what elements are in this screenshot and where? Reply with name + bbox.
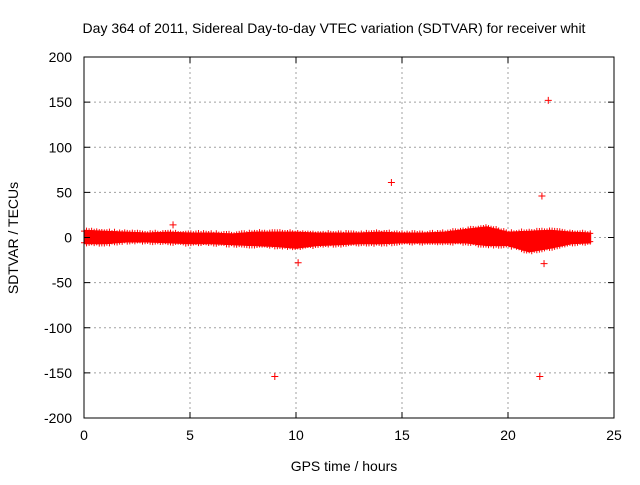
- data-point: [536, 372, 544, 380]
- y-tick-label: -150: [44, 365, 72, 381]
- x-tick-label: 20: [500, 427, 516, 443]
- y-tick-label: -50: [52, 275, 72, 291]
- x-tick-label: 15: [394, 427, 410, 443]
- data-point: [271, 372, 279, 380]
- y-tick-label: -100: [44, 320, 72, 336]
- axis-ticks: 0 5 10 15 20 25 -200 -150 -100 -50 0 50 100 150 200: [44, 49, 622, 443]
- data-point: [544, 96, 552, 104]
- data-point: [169, 221, 177, 229]
- x-tick-label: 5: [186, 427, 194, 443]
- data-point: [540, 260, 548, 268]
- y-tick-label: -200: [44, 410, 72, 426]
- x-axis-label: GPS time / hours: [291, 458, 398, 474]
- data-band: [81, 224, 594, 255]
- outlier-points: [169, 96, 552, 380]
- y-tick-label: 50: [56, 184, 72, 200]
- data-point: [538, 192, 546, 200]
- y-axis-label: SDTVAR / TECUs: [5, 182, 21, 294]
- chart-title: Day 364 of 2011, Sidereal Day-to-day VTE…: [83, 20, 586, 36]
- y-tick-label: 0: [64, 230, 72, 246]
- y-tick-label: 150: [49, 94, 73, 110]
- x-tick-label: 0: [80, 427, 88, 443]
- y-tick-label: 100: [49, 139, 73, 155]
- x-tick-label: 10: [288, 427, 304, 443]
- data-point: [387, 178, 395, 186]
- data-point: [294, 259, 302, 267]
- y-tick-label: 200: [49, 49, 73, 65]
- x-tick-label: 25: [606, 427, 622, 443]
